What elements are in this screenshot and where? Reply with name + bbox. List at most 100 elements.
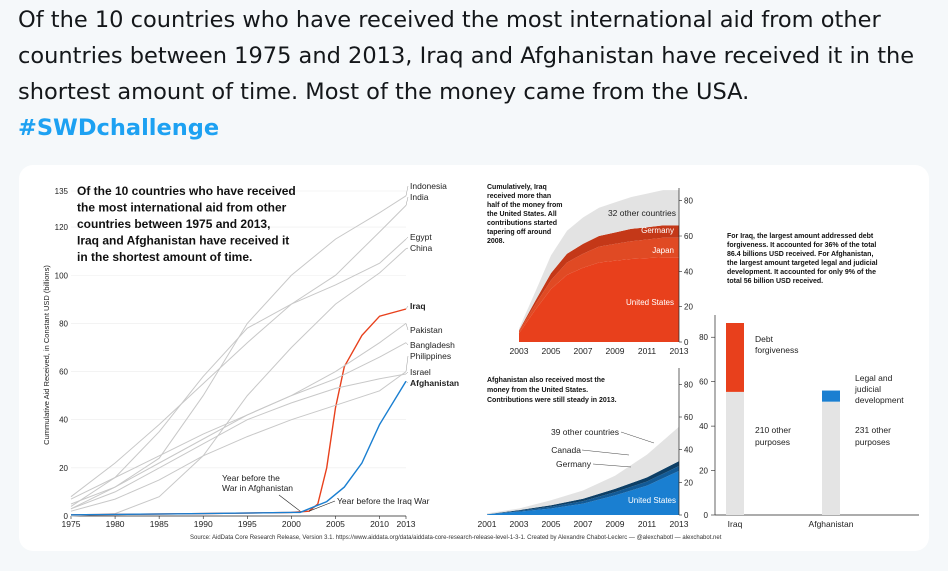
line-india xyxy=(70,205,407,498)
leader-line xyxy=(405,355,409,372)
area-label: 32 other countries xyxy=(608,208,676,218)
area-label: 39 other countries xyxy=(551,427,619,437)
leader-line xyxy=(405,185,409,196)
area-title-line: half of the money from xyxy=(487,202,562,209)
bar-title-line: forgiveness. It accounted for 36% of the… xyxy=(727,242,876,249)
area-title-line: contributions started xyxy=(487,220,557,227)
y-tick-label: 135 xyxy=(55,187,69,196)
annotation-iraq: Year before the Iraq War xyxy=(337,496,430,506)
x-tick-label: 2005 xyxy=(326,519,345,529)
area-title-line: money from the United States. xyxy=(487,387,588,394)
line-philippines xyxy=(70,371,407,512)
y-tick-label: 80 xyxy=(699,333,708,342)
area-label: Germany xyxy=(556,459,592,469)
y-tick-label: 20 xyxy=(684,478,693,487)
area-label: United States xyxy=(628,496,676,505)
x-tick-label: 2003 xyxy=(510,519,529,529)
x-tick-label: 1995 xyxy=(238,519,257,529)
chart-title-line: in the shortest amount of time. xyxy=(77,250,252,264)
y-tick-label: 20 xyxy=(684,303,693,312)
x-tick-label: 2001 xyxy=(478,519,497,529)
x-tick-label: 2013 xyxy=(397,519,416,529)
leader-line xyxy=(592,463,632,468)
y-tick-label: 60 xyxy=(684,413,693,422)
series-label-iraq: Iraq xyxy=(410,301,426,311)
leader-line xyxy=(405,381,409,384)
y-tick-label: 20 xyxy=(59,464,68,473)
bar-label-legal: Legal and xyxy=(855,373,893,383)
line-egypt xyxy=(70,238,407,507)
line-indonesia xyxy=(70,195,407,505)
leader-line xyxy=(405,196,409,206)
y-tick-label: 0 xyxy=(704,511,709,520)
bar-title-line: 86.4 billions USD received. For Afghanis… xyxy=(727,251,873,258)
y-tick-label: 40 xyxy=(684,267,693,276)
bar-label-debt: Debt xyxy=(755,334,774,344)
series-label-indonesia: Indonesia xyxy=(410,181,447,191)
area-title-line: Afghanistan also received most the xyxy=(487,377,605,384)
area-32-other-countries xyxy=(519,190,679,331)
x-tick-label: 2013 xyxy=(670,346,689,356)
series-label-philippines: Philippines xyxy=(410,351,451,361)
tweet-image-card[interactable]: 0 20 40 60 80 100 120 135 1975 1980 1985 1990 1995 20… xyxy=(19,165,929,551)
bar-label-legal: development xyxy=(855,395,904,405)
bar-title-line: development. It accounted for only 9% of… xyxy=(727,269,876,276)
x-tick-label: 2009 xyxy=(606,519,625,529)
area-title-line: 2008. xyxy=(487,238,505,245)
line-china xyxy=(70,248,407,517)
leader-line xyxy=(620,431,655,444)
bar-title-line: the largest amount targeted legal and ju… xyxy=(727,260,878,267)
x-tick-label: 2011 xyxy=(638,519,657,529)
chart-title-line: Iraq and Afghanistan have received it xyxy=(77,234,289,248)
line-bangladesh xyxy=(70,342,407,510)
y-tick-label: 120 xyxy=(55,223,69,232)
area-label: Japan xyxy=(652,246,674,255)
y-tick-label: 60 xyxy=(699,378,708,387)
series-label-israel: Israel xyxy=(410,367,431,377)
area-united-states xyxy=(487,470,679,515)
bar-iraq-debt xyxy=(726,323,744,392)
x-tick-label: 1990 xyxy=(194,519,213,529)
chart-title-line: Of the 10 countries who have received xyxy=(77,184,296,198)
x-tick-label: 2005 xyxy=(542,519,561,529)
leader-line xyxy=(405,305,409,310)
area-united-states xyxy=(519,257,679,342)
y-tick-label: 0 xyxy=(64,512,69,521)
infographic: 0 20 40 60 80 100 120 135 1975 1980 1985 1990 1995 20… xyxy=(42,181,919,529)
x-tick-label: 1975 xyxy=(62,519,81,529)
area-title-line: the United States. All xyxy=(487,211,557,218)
x-tick-label: 1980 xyxy=(106,519,125,529)
x-tick-label: 2010 xyxy=(370,519,389,529)
leader-line xyxy=(405,323,409,331)
series-label-bangladesh: Bangladesh xyxy=(410,340,455,350)
area-germany xyxy=(519,225,679,332)
series-label-pakistan: Pakistan xyxy=(410,325,443,335)
y-tick-label: 20 xyxy=(699,467,708,476)
x-tick-label: 2007 xyxy=(574,346,593,356)
y-tick-label: 0 xyxy=(684,338,689,347)
annotation-afghanistan: War in Afghanistan xyxy=(222,483,293,493)
area-label: United States xyxy=(626,298,674,307)
bar-label-other: purposes xyxy=(755,437,790,447)
x-tick-label: 2007 xyxy=(574,519,593,529)
leader-line xyxy=(581,449,630,456)
series-label-egypt: Egypt xyxy=(410,232,432,242)
y-tick-label: 40 xyxy=(699,422,708,431)
chart-title-line: the most international aid from other xyxy=(77,201,287,215)
tweet-text: Of the 10 countries who have received th… xyxy=(18,2,938,146)
bar-label-other: 231 other xyxy=(855,425,891,435)
y-tick-label: 80 xyxy=(59,319,68,328)
area-title-line: Contributions were still steady in 2013. xyxy=(487,397,617,404)
chart-title-line: countries between 1975 and 2013, xyxy=(77,217,270,231)
leader-line xyxy=(405,247,409,250)
hashtag-link[interactable]: #SWDchallenge xyxy=(18,115,220,141)
area-title-line: Cumulatively, Iraq xyxy=(487,184,547,191)
area-japan xyxy=(519,237,679,334)
y-axis-label: Cummulative Aid Received, in Constant US… xyxy=(42,265,51,445)
bar-label-legal: judicial xyxy=(854,384,881,394)
series-label-india: India xyxy=(410,192,429,202)
x-tick-label: 2011 xyxy=(638,346,657,356)
annotation-afghanistan: Year before the xyxy=(222,473,280,483)
area-title-line: tapering off around xyxy=(487,229,551,236)
x-tick-label: 1985 xyxy=(150,519,169,529)
